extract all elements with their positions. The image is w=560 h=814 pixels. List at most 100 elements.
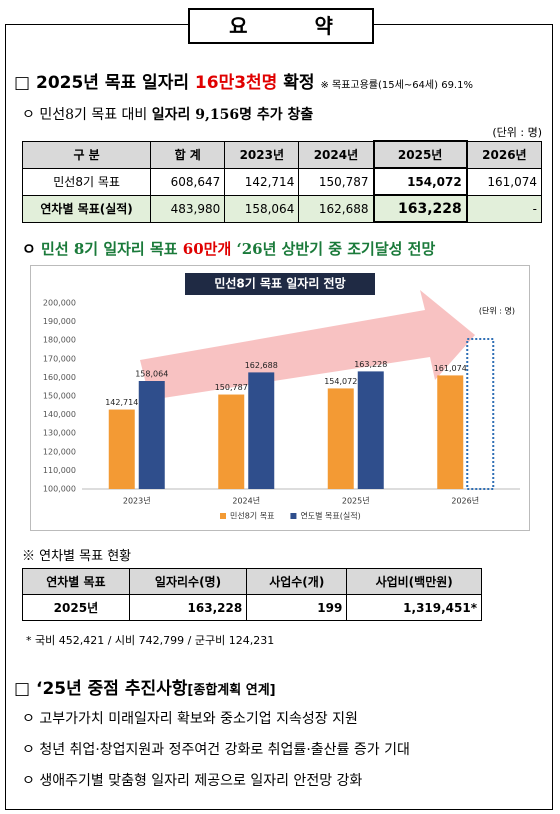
- x-tick-label: 2025년: [342, 496, 370, 506]
- y-tick-label: 120,000: [43, 447, 76, 456]
- x-tick-label: 2024년: [232, 496, 260, 506]
- text: 민선 8기 일자리 목표: [41, 240, 183, 258]
- unit: (단위 : 명): [492, 126, 542, 139]
- marker: □: [14, 679, 31, 699]
- heading: 2025년 목표 일자리: [35, 73, 195, 93]
- heading-suffix: 확정: [277, 73, 315, 93]
- chart: 민선8기 목표 일자리 전망 (단위 : 명) 100,000 110,000 12…: [30, 265, 530, 531]
- th: 2025년: [372, 140, 468, 169]
- footnote: * 국비 452,421 / 시비 742,799 / 군구비 124,231: [26, 634, 275, 647]
- value-label: 161,074: [434, 364, 467, 373]
- y-tick-label: 190,000: [43, 317, 76, 326]
- th: 연차별 목표: [22, 568, 130, 595]
- text: 고부가가치 미래일자리 확보와 중소기업 지속성장 지원: [39, 711, 358, 727]
- bar: [437, 375, 464, 489]
- value-label: 150,787: [215, 383, 248, 392]
- chart-title-box: [185, 273, 375, 295]
- y-tick-label: 200,000: [43, 299, 76, 308]
- heading: ‘25년 중점 추진사항: [35, 679, 188, 699]
- y-tick-label: 180,000: [43, 336, 76, 345]
- th: 일자리수(명): [128, 568, 248, 595]
- td: 483,980: [150, 194, 226, 223]
- heading-highlight: 16만3천명: [194, 73, 278, 93]
- unit: (단위 : 명): [479, 306, 515, 316]
- bar: [248, 372, 275, 489]
- marker: ㅇ: [22, 107, 35, 123]
- section-heading: □ 2025년 목표 일자리 16만3천명 확정 ※ 목표고용률(15세~64세…: [14, 68, 473, 93]
- bar: [357, 371, 384, 489]
- text: 청년 취업·창업지원과 정주여건 강화로 취업률·출산률 증가 기대: [39, 742, 410, 758]
- value-label: 142,714: [105, 398, 138, 407]
- text-highlight: 60만개: [182, 240, 232, 258]
- th: 2023년: [224, 140, 300, 169]
- td: 161,074: [466, 167, 542, 196]
- marker: ㅇ: [22, 240, 36, 258]
- td: 민선8기 목표: [21, 167, 152, 196]
- th: 2024년: [298, 140, 375, 169]
- y-tick-label: 150,000: [43, 392, 76, 401]
- th: 사업수(개): [246, 568, 348, 595]
- marker: ㅇ: [22, 742, 35, 758]
- list-item: ㅇ 고부가가치 미래일자리 확보와 중소기업 지속성장 지원: [22, 708, 358, 728]
- heading-note: [종합계획 연계]: [187, 683, 276, 698]
- y-tick-label: 140,000: [43, 410, 76, 419]
- value-label: 163,228: [354, 360, 387, 369]
- td: 199: [246, 594, 348, 621]
- trend-arrow: [140, 290, 475, 400]
- table: 연차별 목표 일자리수(명) 사업수(개) 사업비(백만원) 2025년 163…: [22, 568, 482, 621]
- th: 합 계: [150, 140, 226, 169]
- td: 608,647: [150, 167, 226, 196]
- td: 2025년: [22, 594, 130, 621]
- td: 150,787: [298, 167, 375, 196]
- td: -: [466, 194, 542, 223]
- value-label: 154,072: [324, 377, 357, 386]
- text: 생애주기별 맞춤형 일자리 제공으로 일자리 안전망 강화: [39, 773, 363, 789]
- td: 162,688: [298, 194, 375, 223]
- legend-swatch: [290, 513, 297, 519]
- td: 연차별 목표(실적): [21, 194, 152, 223]
- table: 구 분 합 계 2023년 2024년 2025년 2026년 민선8기 목표 …: [21, 140, 542, 223]
- value-label: 158,064: [135, 370, 168, 379]
- bullet: ㅇ 민선 8기 일자리 목표 60만개 ‘26년 상반기 중 조기달성 전망: [22, 238, 435, 259]
- text-suffix: ‘26년 상반기 중 조기달성 전망: [231, 240, 436, 258]
- y-tick-label: 170,000: [43, 354, 76, 363]
- chart-title: 민선8기 목표 일자리 전망: [214, 276, 345, 291]
- marker: ㅇ: [22, 711, 35, 727]
- text: 민선8기 목표 대비: [39, 107, 152, 123]
- bar: [108, 409, 135, 489]
- marker: ㅇ: [22, 773, 35, 789]
- bullet: ㅇ 민선8기 목표 대비 일자리 9,156명 추가 창출: [22, 104, 313, 124]
- y-tick-label: 160,000: [43, 373, 76, 382]
- section-label: ※ 연차별 목표 현황: [22, 549, 132, 564]
- y-tick-label: 110,000: [43, 466, 76, 475]
- th: 2026년: [466, 140, 542, 169]
- th: 사업비(백만원): [346, 568, 482, 595]
- legend-label: 민선8기 목표: [230, 511, 274, 521]
- td: 163,228: [372, 194, 468, 223]
- legend-label: 연도별 목표(실적): [300, 511, 360, 521]
- section-heading: □ ‘25년 중점 추진사항[종합계획 연계]: [14, 674, 276, 699]
- list-item: ㅇ 청년 취업·창업지원과 정주여건 강화로 취업률·출산률 증가 기대: [22, 739, 410, 759]
- text-bold: 일자리 9,156명 추가 창출: [151, 107, 314, 123]
- placeholder-outline: [466, 338, 495, 490]
- marker: □: [14, 73, 31, 93]
- x-tick-label: 2023년: [123, 496, 151, 506]
- td: 142,714: [224, 167, 300, 196]
- th: 구 분: [21, 140, 152, 169]
- bar: [218, 394, 245, 489]
- td: 154,072: [372, 167, 468, 196]
- value-label: 162,688: [245, 361, 278, 370]
- y-tick-label: 100,000: [43, 485, 76, 494]
- td: 158,064: [224, 194, 300, 223]
- x-tick-label: 2026년: [451, 496, 479, 506]
- page-title: 요 약: [188, 8, 374, 44]
- td: 1,319,451*: [346, 594, 482, 621]
- list-item: ㅇ 생애주기별 맞춤형 일자리 제공으로 일자리 안전망 강화: [22, 770, 362, 790]
- note: ※ 목표고용률(15세~64세) 69.1%: [320, 80, 473, 91]
- y-tick-label: 130,000: [43, 429, 76, 438]
- bar: [138, 381, 165, 489]
- legend-swatch: [220, 513, 226, 519]
- bar: [327, 388, 354, 489]
- td: 163,228: [128, 594, 248, 621]
